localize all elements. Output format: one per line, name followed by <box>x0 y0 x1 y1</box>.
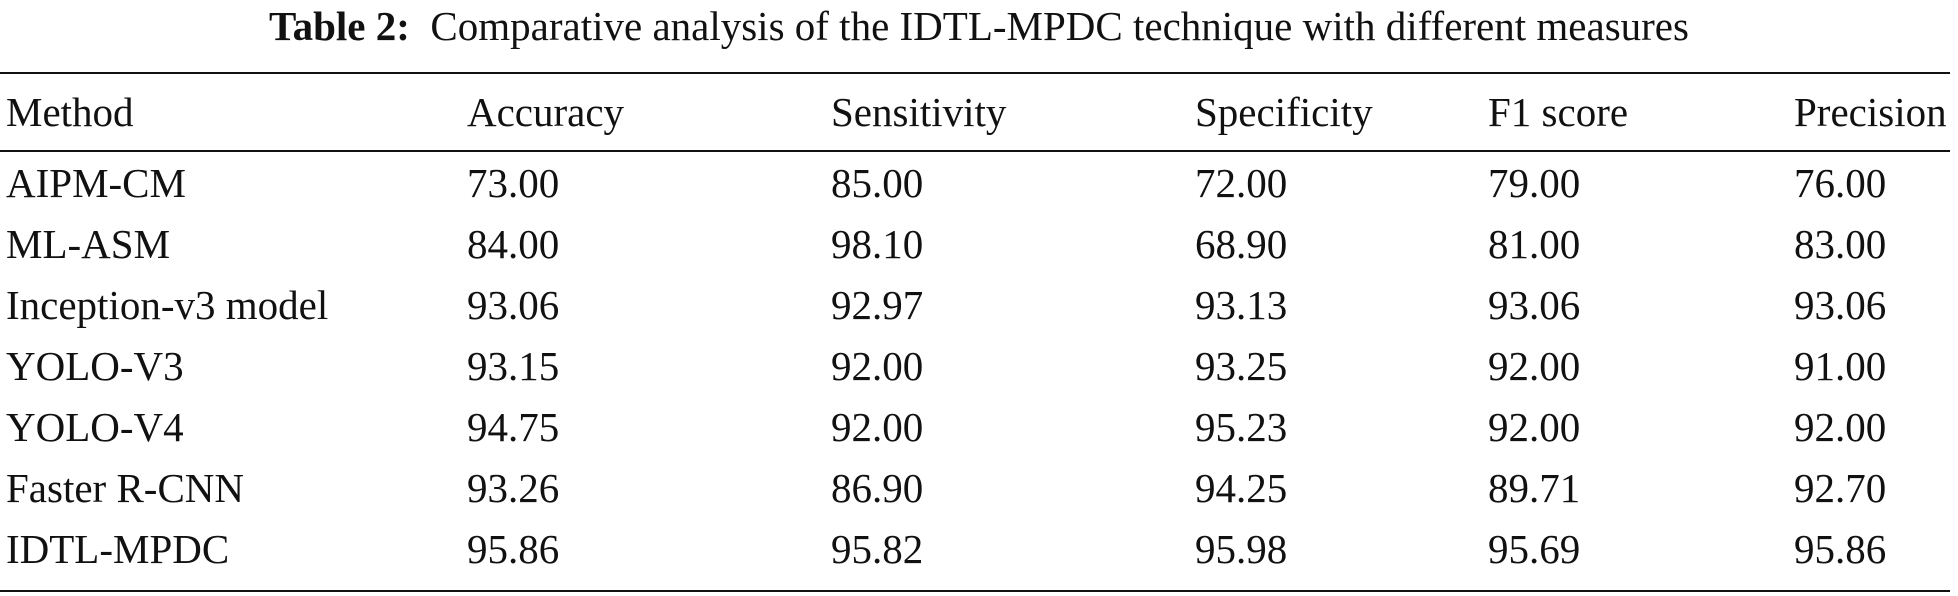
table-row: Inception-v3 model 93.06 92.97 93.13 93.… <box>0 275 1950 336</box>
cell-specificity: 68.90 <box>1195 221 1288 267</box>
cell-accuracy: 93.15 <box>467 343 560 389</box>
table-caption: Table 2: Comparative analysis of the IDT… <box>0 0 1958 52</box>
cell-precision: 92.70 <box>1794 465 1887 511</box>
cell-precision: 76.00 <box>1794 160 1887 206</box>
table-caption-label: Table 2: <box>269 3 410 49</box>
cell-method: Faster R-CNN <box>6 465 245 511</box>
header-sensitivity: Sensitivity <box>831 89 1007 135</box>
cell-accuracy: 84.00 <box>467 221 560 267</box>
cell-accuracy: 95.86 <box>467 526 560 572</box>
cell-precision: 92.00 <box>1794 404 1887 450</box>
cell-sensitivity: 98.10 <box>831 221 924 267</box>
cell-accuracy: 94.75 <box>467 404 560 450</box>
header-method: Method <box>6 89 134 135</box>
header-specificity: Specificity <box>1195 89 1373 135</box>
cell-accuracy: 73.00 <box>467 160 560 206</box>
cell-method: YOLO-V4 <box>6 404 184 450</box>
cell-method: ML-ASM <box>6 221 171 267</box>
cell-method: YOLO-V3 <box>6 343 184 389</box>
cell-sensitivity: 95.82 <box>831 526 924 572</box>
table-row: ML-ASM 84.00 98.10 68.90 81.00 83.00 <box>0 214 1950 275</box>
table-caption-text: Comparative analysis of the IDTL-MPDC te… <box>430 3 1689 49</box>
table-row: AIPM-CM 73.00 85.00 72.00 79.00 76.00 <box>0 149 1950 214</box>
cell-f1-score: 92.00 <box>1488 404 1581 450</box>
cell-accuracy: 93.06 <box>467 282 560 328</box>
cell-sensitivity: 92.00 <box>831 343 924 389</box>
cell-f1-score: 92.00 <box>1488 343 1581 389</box>
cell-precision: 91.00 <box>1794 343 1887 389</box>
cell-f1-score: 81.00 <box>1488 221 1581 267</box>
table-top-rule <box>0 72 1950 74</box>
cell-accuracy: 93.26 <box>467 465 560 511</box>
cell-specificity: 95.98 <box>1195 526 1288 572</box>
header-f1-score: F1 score <box>1488 89 1629 135</box>
cell-method: AIPM-CM <box>6 160 186 206</box>
table-header-row: Method Accuracy Sensitivity Specificity … <box>0 82 1950 149</box>
cell-specificity: 94.25 <box>1195 465 1288 511</box>
cell-sensitivity: 86.90 <box>831 465 924 511</box>
cell-precision: 83.00 <box>1794 221 1887 267</box>
header-accuracy: Accuracy <box>467 89 625 135</box>
table-bottom-rule <box>0 590 1950 592</box>
cell-method: IDTL-MPDC <box>6 526 230 572</box>
comparison-table: Method Accuracy Sensitivity Specificity … <box>0 82 1950 580</box>
header-precision: Precision <box>1794 89 1947 135</box>
table-row: IDTL-MPDC 95.86 95.82 95.98 95.69 95.86 <box>0 519 1950 580</box>
table-row: Faster R-CNN 93.26 86.90 94.25 89.71 92.… <box>0 458 1950 519</box>
cell-specificity: 93.13 <box>1195 282 1288 328</box>
cell-precision: 95.86 <box>1794 526 1887 572</box>
cell-precision: 93.06 <box>1794 282 1887 328</box>
cell-specificity: 93.25 <box>1195 343 1288 389</box>
cell-method: Inception-v3 model <box>6 282 329 328</box>
cell-sensitivity: 92.00 <box>831 404 924 450</box>
cell-f1-score: 79.00 <box>1488 160 1581 206</box>
cell-sensitivity: 85.00 <box>831 160 924 206</box>
table-row: YOLO-V4 94.75 92.00 95.23 92.00 92.00 <box>0 397 1950 458</box>
cell-f1-score: 93.06 <box>1488 282 1581 328</box>
cell-f1-score: 89.71 <box>1488 465 1581 511</box>
cell-specificity: 95.23 <box>1195 404 1288 450</box>
cell-specificity: 72.00 <box>1195 160 1288 206</box>
table-header-rule <box>0 150 1950 152</box>
cell-sensitivity: 92.97 <box>831 282 924 328</box>
cell-f1-score: 95.69 <box>1488 526 1581 572</box>
table-row: YOLO-V3 93.15 92.00 93.25 92.00 91.00 <box>0 336 1950 397</box>
